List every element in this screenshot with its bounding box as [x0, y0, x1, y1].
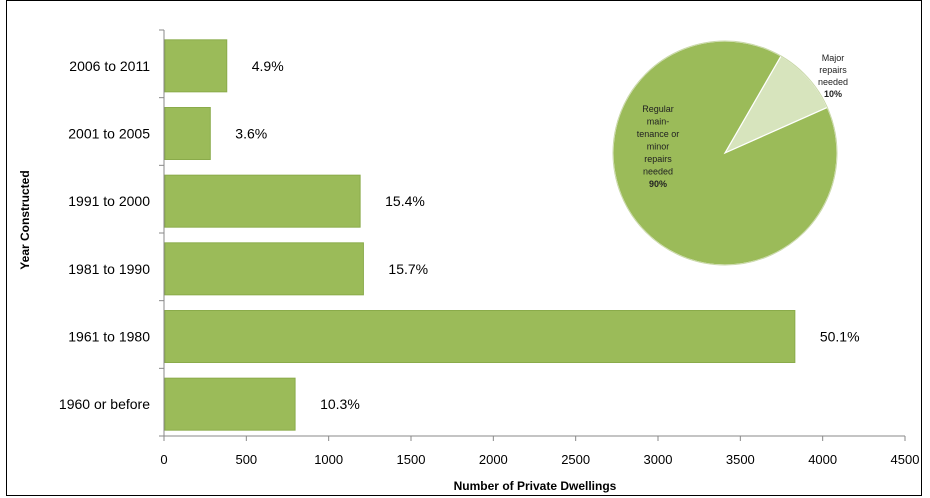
bar	[164, 107, 211, 160]
category-label: 1961 to 1980	[68, 329, 150, 345]
data-label: 10.3%	[320, 396, 360, 412]
data-label: 4.9%	[252, 58, 284, 74]
bar	[164, 174, 361, 228]
category-label: 1981 to 1990	[68, 261, 150, 277]
pie-slice-label: Regular	[642, 104, 674, 114]
x-tick-label: 1500	[397, 452, 426, 467]
x-tick-label: 2000	[479, 452, 508, 467]
pie-slice-label: needed	[818, 77, 848, 87]
pie-slice-value: 90%	[649, 179, 667, 189]
axes-layer: 2006 to 2011 2001 to 2005 1991 to 2000 1981…	[59, 29, 920, 467]
x-tick-label: 4000	[808, 452, 837, 467]
data-label: 3.6%	[235, 126, 267, 142]
pie-outline	[612, 40, 838, 266]
bar	[164, 377, 296, 431]
pie-slice-label: repairs	[644, 154, 672, 164]
bar	[164, 39, 228, 93]
pie-slice-label: minor	[647, 142, 670, 152]
pie-slice-label: repairs	[819, 65, 847, 75]
data-label: 15.7%	[388, 261, 428, 277]
y-axis-title: Year Constructed	[18, 170, 32, 269]
x-tick-label: 500	[235, 452, 257, 467]
data-label: 50.1%	[820, 329, 860, 345]
bar	[164, 310, 796, 363]
x-axis-title: Number of Private Dwellings	[454, 479, 617, 493]
pie-slice-label: needed	[643, 167, 673, 177]
bars-layer: 4.9% 3.6% 15.4% 15.7% 50.1% 10.3%	[164, 39, 860, 431]
pie-slice-value: 10%	[824, 89, 842, 99]
category-label: 1960 or before	[59, 396, 150, 412]
x-tick-label: 4500	[891, 452, 920, 467]
pie-slice-label: tenance or	[637, 129, 680, 139]
category-label: 2001 to 2005	[68, 126, 150, 142]
category-label: 2006 to 2011	[69, 58, 150, 74]
x-tick-label: 0	[160, 452, 167, 467]
x-tick-label: 2500	[561, 452, 590, 467]
pie-slice-label: Major	[822, 53, 845, 63]
pie-layer: Regular main-tenance or minor repairs needed…	[612, 40, 848, 266]
x-tick-label: 3500	[726, 452, 755, 467]
x-tick-label: 1000	[314, 452, 343, 467]
category-label: 1991 to 2000	[68, 193, 150, 209]
x-tick-label: 3000	[644, 452, 673, 467]
bar	[164, 242, 364, 296]
pie-slice-label: main-	[647, 117, 670, 127]
data-label: 15.4%	[385, 193, 425, 209]
